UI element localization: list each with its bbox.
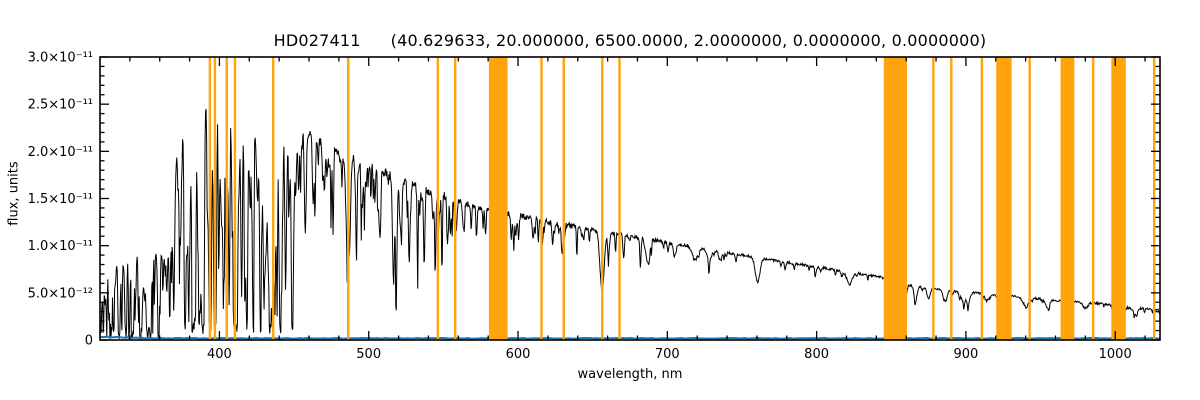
x-tick-label: 400 xyxy=(207,347,232,362)
masked-region-band xyxy=(932,57,935,340)
error-spectrum-line xyxy=(99,335,1161,340)
masked-region-band xyxy=(540,57,543,340)
masked-region-band xyxy=(225,57,228,340)
masked-region-band xyxy=(1091,57,1095,340)
y-tick-label: 1.5×10⁻¹¹ xyxy=(28,192,93,207)
x-tick-label: 700 xyxy=(655,347,680,362)
masked-region-band xyxy=(883,57,907,340)
plot-title: HD027411 (40.629633, 20.000000, 6500.000… xyxy=(100,31,1160,50)
masked-region-band xyxy=(1028,57,1031,340)
masked-region-band xyxy=(233,57,237,340)
star-id: HD027411 xyxy=(273,31,361,50)
masked-region-band xyxy=(347,57,350,340)
y-tick-label: 0 xyxy=(85,334,93,349)
masked-region-band xyxy=(980,57,984,340)
x-tick-label: 900 xyxy=(953,347,978,362)
y-tick-label: 5.0×10⁻¹² xyxy=(28,286,93,301)
masked-region-band xyxy=(618,57,621,340)
masked-region-band xyxy=(1060,57,1075,340)
masked-region-band xyxy=(453,57,457,340)
x-tick-label: 800 xyxy=(804,347,829,362)
masked-region-band xyxy=(950,57,953,340)
masked-region-band xyxy=(562,57,565,340)
masked-region-band xyxy=(271,57,275,340)
y-tick-label: 1.0×10⁻¹¹ xyxy=(28,239,93,254)
masked-region-band xyxy=(996,57,1012,340)
y-tick-label: 3.0×10⁻¹¹ xyxy=(28,51,93,66)
masked-region-band xyxy=(213,57,217,340)
masked-region-band xyxy=(436,57,440,340)
masked-region-band xyxy=(601,57,604,340)
x-tick-label: 1000 xyxy=(1099,347,1132,362)
masked-region-band xyxy=(208,57,212,340)
x-tick-label: 600 xyxy=(506,347,531,362)
y-tick-label: 2.0×10⁻¹¹ xyxy=(28,145,93,160)
masked-region-band xyxy=(1111,57,1126,340)
x-axis-label: wavelength, nm xyxy=(577,367,683,382)
y-axis-label: flux, units xyxy=(6,161,22,226)
x-tick-label: 500 xyxy=(356,347,381,362)
y-tick-label: 2.5×10⁻¹¹ xyxy=(28,98,93,113)
masked-region-band xyxy=(488,57,508,340)
title-parameters: (40.629633, 20.000000, 6500.0000, 2.0000… xyxy=(390,31,987,50)
